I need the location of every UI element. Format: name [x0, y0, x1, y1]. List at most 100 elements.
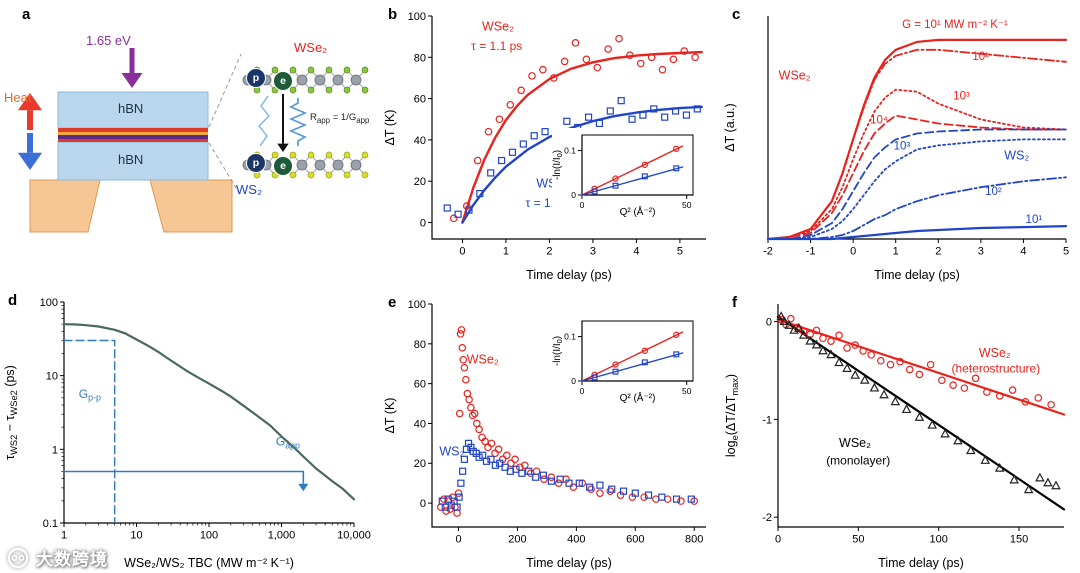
svg-text:-1: -1	[762, 414, 772, 426]
svg-text:100: 100	[408, 299, 426, 311]
chart-e-canvas: 0 200 400 600 800 0 20 40 60 80 100 Time delay (ps)…	[383, 299, 706, 570]
panel-label-d: d	[8, 292, 18, 309]
svg-text:0: 0	[571, 190, 576, 200]
svg-text:Time delay (ps): Time delay (ps)	[878, 556, 964, 570]
svg-text:-ln(I/I0): -ln(I/I0)	[552, 150, 564, 180]
svg-text:ΔT (a.u.): ΔT (a.u.)	[723, 103, 737, 151]
panel-b-rise-chart: b 0 1 2 3 4 5 0 20 40 60 80 100 Time delay (ps) ΔT (K…	[380, 0, 720, 285]
electron-label-bottom: e	[280, 160, 286, 172]
svg-text:5: 5	[677, 245, 683, 257]
svg-text:WSe₂: WSe₂	[979, 346, 1011, 360]
svg-text:4: 4	[1020, 245, 1026, 257]
svg-text:WSe₂/WS₂ TBC (MW m⁻² K⁻¹): WSe₂/WS₂ TBC (MW m⁻² K⁻¹)	[124, 556, 294, 570]
svg-text:5: 5	[1063, 245, 1069, 257]
svg-text:10: 10	[130, 529, 142, 541]
svg-text:20: 20	[414, 176, 426, 188]
svg-text:800: 800	[685, 533, 703, 545]
svg-text:Q² (Å⁻²): Q² (Å⁻²)	[620, 205, 656, 218]
svg-text:0.1: 0.1	[564, 332, 576, 342]
svg-text:3: 3	[590, 245, 596, 257]
svg-text:10¹: 10¹	[1026, 214, 1043, 226]
svg-text:WSe₂: WSe₂	[779, 69, 811, 83]
svg-text:loge(ΔT/ΔTmax): loge(ΔT/ΔTmax)	[724, 374, 740, 457]
svg-text:Time delay (ps): Time delay (ps)	[526, 556, 612, 570]
panel-label-e: e	[388, 294, 397, 311]
svg-text:-1: -1	[806, 245, 816, 257]
svg-text:0: 0	[420, 498, 426, 510]
svg-text:0: 0	[571, 376, 576, 386]
svg-text:3: 3	[978, 245, 984, 257]
svg-text:150: 150	[1010, 533, 1028, 545]
panel-f-cooling-chart: f 0 50 100 150 0 -1 -2 Time delay (ps) loge(ΔT/Δ…	[720, 288, 1080, 573]
pump-energy-label: 1.65 eV	[86, 33, 131, 48]
panel-label-c: c	[732, 6, 741, 23]
hole-label-bottom: p	[252, 157, 260, 169]
watermark-text: 大数跨境	[36, 550, 108, 569]
svg-text:1: 1	[503, 245, 509, 257]
hbn-top-label: hBN	[118, 101, 144, 116]
svg-text:WSe₂: WSe₂	[839, 436, 871, 450]
chart-f-canvas: 0 50 100 150 0 -1 -2 Time delay (ps) loge(ΔT/ΔTm…	[724, 304, 1066, 570]
hbn-bottom-label: hBN	[118, 152, 144, 167]
svg-text:100: 100	[929, 533, 947, 545]
svg-text:60: 60	[414, 94, 426, 106]
electron-label-top: e	[280, 75, 286, 87]
panel-c-model-chart: c -2 -1 0 1 2 3 4 5 Time delay (ps) ΔT (a.u.) WSe₂…	[720, 0, 1080, 285]
heat-label: Heat	[4, 90, 32, 105]
svg-text:Gp-p: Gp-p	[79, 387, 101, 403]
interface-resistance-label: Rapp = 1/Gapp	[310, 112, 370, 125]
svg-text:10²: 10²	[972, 51, 989, 63]
svg-text:(monolayer): (monolayer)	[826, 453, 890, 467]
svg-text:40: 40	[414, 135, 426, 147]
svg-text:0.1: 0.1	[564, 146, 576, 156]
svg-text:0: 0	[850, 245, 856, 257]
svg-text:WS₂: WS₂	[439, 444, 464, 458]
svg-text:10²: 10²	[985, 186, 1002, 198]
svg-text:(heterostructure): (heterostructure)	[952, 361, 1041, 375]
panel-e-decay-chart: e 0 200 400 600 800 0 20 40 60 80 100 Time delay (p…	[380, 288, 720, 573]
svg-text:10³: 10³	[953, 91, 970, 103]
panel-d-tbc-chart: d 1 10 100 1,000 10,000 0.1 1 10 100 WSe₂/WS₂ TBC…	[0, 288, 380, 573]
svg-text:-2: -2	[763, 245, 773, 257]
svg-text:0: 0	[580, 386, 585, 396]
svg-text:10,000: 10,000	[337, 529, 371, 541]
svg-text:WSe₂: WSe₂	[482, 19, 514, 33]
svg-text:Q² (Å⁻²): Q² (Å⁻²)	[620, 391, 656, 404]
watermark: 大数跨境	[6, 545, 108, 570]
svg-text:50: 50	[682, 200, 692, 210]
svg-text:G = 10¹ MW m⁻² K⁻¹: G = 10¹ MW m⁻² K⁻¹	[902, 19, 1008, 31]
svg-text:Time delay (ps): Time delay (ps)	[874, 268, 960, 282]
svg-text:1,000: 1,000	[268, 529, 296, 541]
svg-text:-2: -2	[762, 512, 772, 524]
svg-text:50: 50	[682, 386, 692, 396]
svg-text:0: 0	[420, 217, 426, 229]
svg-text:400: 400	[567, 533, 585, 545]
svg-text:0: 0	[455, 533, 461, 545]
svg-text:10³: 10³	[894, 140, 911, 152]
svg-text:10: 10	[46, 371, 58, 383]
svg-text:WSe₂: WSe₂	[467, 353, 499, 367]
hole-label-top: p	[252, 72, 260, 84]
svg-text:600: 600	[626, 533, 644, 545]
svg-text:0: 0	[580, 200, 585, 210]
svg-text:Time delay (ps): Time delay (ps)	[526, 268, 612, 282]
panel-label-f: f	[732, 294, 737, 311]
svg-text:ΔT (K): ΔT (K)	[383, 398, 397, 434]
svg-text:τ = 1.1 ps: τ = 1.1 ps	[471, 39, 522, 53]
svg-text:2: 2	[935, 245, 941, 257]
svg-text:80: 80	[414, 339, 426, 351]
panel-label-a: a	[22, 6, 31, 23]
svg-text:0: 0	[459, 245, 465, 257]
svg-text:0: 0	[766, 317, 772, 329]
svg-text:50: 50	[852, 533, 864, 545]
svg-text:1: 1	[893, 245, 899, 257]
svg-text:20: 20	[414, 458, 426, 470]
svg-text:ΔT (K): ΔT (K)	[383, 110, 397, 146]
ws2-layer-label: WS₂	[236, 182, 262, 197]
svg-text:10⁴: 10⁴	[870, 115, 888, 127]
chart-c-canvas: -2 -1 0 1 2 3 4 5 Time delay (ps) ΔT (a.u.) WSe₂ G …	[723, 16, 1069, 282]
svg-text:4: 4	[633, 245, 639, 257]
